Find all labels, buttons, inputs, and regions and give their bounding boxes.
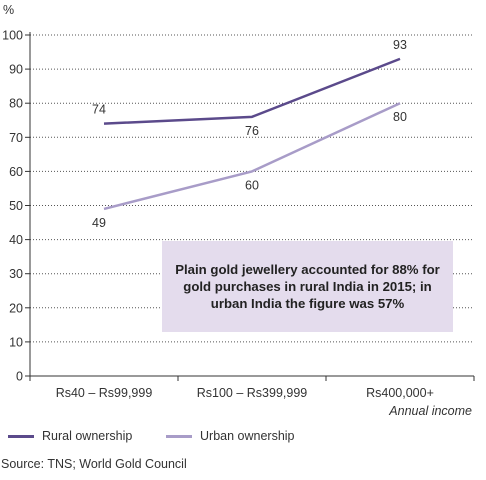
x-tick-label-2: Rs400,000+: [366, 386, 434, 400]
legend-item-urban: Urban ownership: [166, 429, 295, 443]
data-label-0-1: 76: [245, 124, 259, 138]
legend-label-urban: Urban ownership: [200, 429, 295, 443]
data-labels: 74 76 93 49 60 80: [92, 38, 407, 230]
y-tick-label-50: 50: [9, 199, 23, 213]
legend-swatch-rural: [8, 434, 34, 438]
series-lines: [103, 57, 401, 211]
y-tick-label-30: 30: [9, 267, 23, 281]
source-note: Source: TNS; World Gold Council: [1, 457, 187, 471]
y-tick-label-10: 10: [9, 335, 23, 349]
legend-label-rural: Rural ownership: [42, 429, 133, 443]
axes: [25, 32, 475, 381]
y-tick-label-100: 100: [2, 29, 23, 43]
x-tick-label-1: Rs100 – Rs399,999: [197, 386, 308, 400]
y-tick-labels: 0 10 20 30 40 50 60 70 80 90 100: [2, 29, 23, 384]
x-tick-labels: Rs40 – Rs99,999 Rs100 – Rs399,999 Rs400,00…: [56, 386, 434, 400]
y-tick-label-90: 90: [9, 63, 23, 77]
data-label-1-0: 49: [92, 216, 106, 230]
data-label-0-0: 74: [92, 103, 106, 117]
y-axis-label: %: [3, 3, 14, 17]
legend-swatch-urban: [166, 434, 192, 438]
y-tick-label-60: 60: [9, 165, 23, 179]
y-tick-label-20: 20: [9, 301, 23, 315]
series-line-1: [103, 102, 401, 211]
y-tick-label-40: 40: [9, 233, 23, 247]
callout-background: [162, 241, 453, 332]
data-label-1-2: 80: [393, 110, 407, 124]
y-tick-label-80: 80: [9, 97, 23, 111]
y-tick-label-0: 0: [16, 370, 23, 384]
data-label-0-2: 93: [393, 38, 407, 52]
series-line-0: [103, 57, 401, 125]
x-tick-label-0: Rs40 – Rs99,999: [56, 386, 153, 400]
legend-item-rural: Rural ownership: [8, 429, 132, 443]
data-label-1-1: 60: [245, 178, 259, 192]
callout-text: Plain gold jewellery accounted for 88% f…: [175, 262, 440, 311]
callout-box: Plain gold jewellery accounted for 88% f…: [162, 241, 453, 332]
y-tick-label-70: 70: [9, 131, 23, 145]
x-axis-label: Annual income: [388, 404, 472, 418]
